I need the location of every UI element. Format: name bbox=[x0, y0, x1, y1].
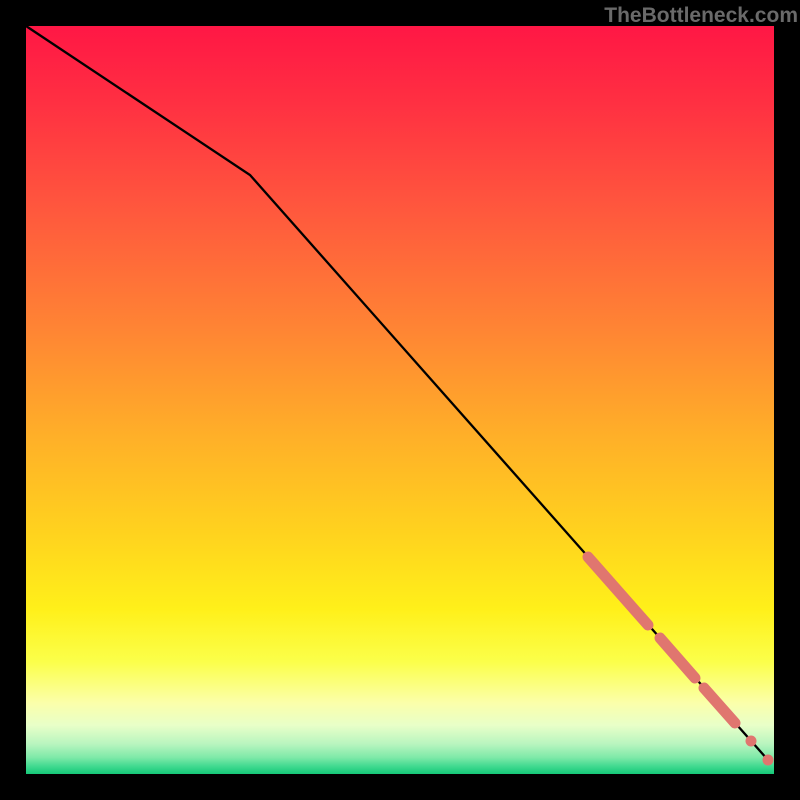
gradient-background bbox=[26, 26, 774, 774]
chart-svg bbox=[0, 0, 800, 800]
marker-point bbox=[746, 736, 757, 747]
chart-container: TheBottleneck.com bbox=[0, 0, 800, 800]
marker-point bbox=[763, 755, 774, 766]
watermark-text: TheBottleneck.com bbox=[604, 4, 798, 28]
